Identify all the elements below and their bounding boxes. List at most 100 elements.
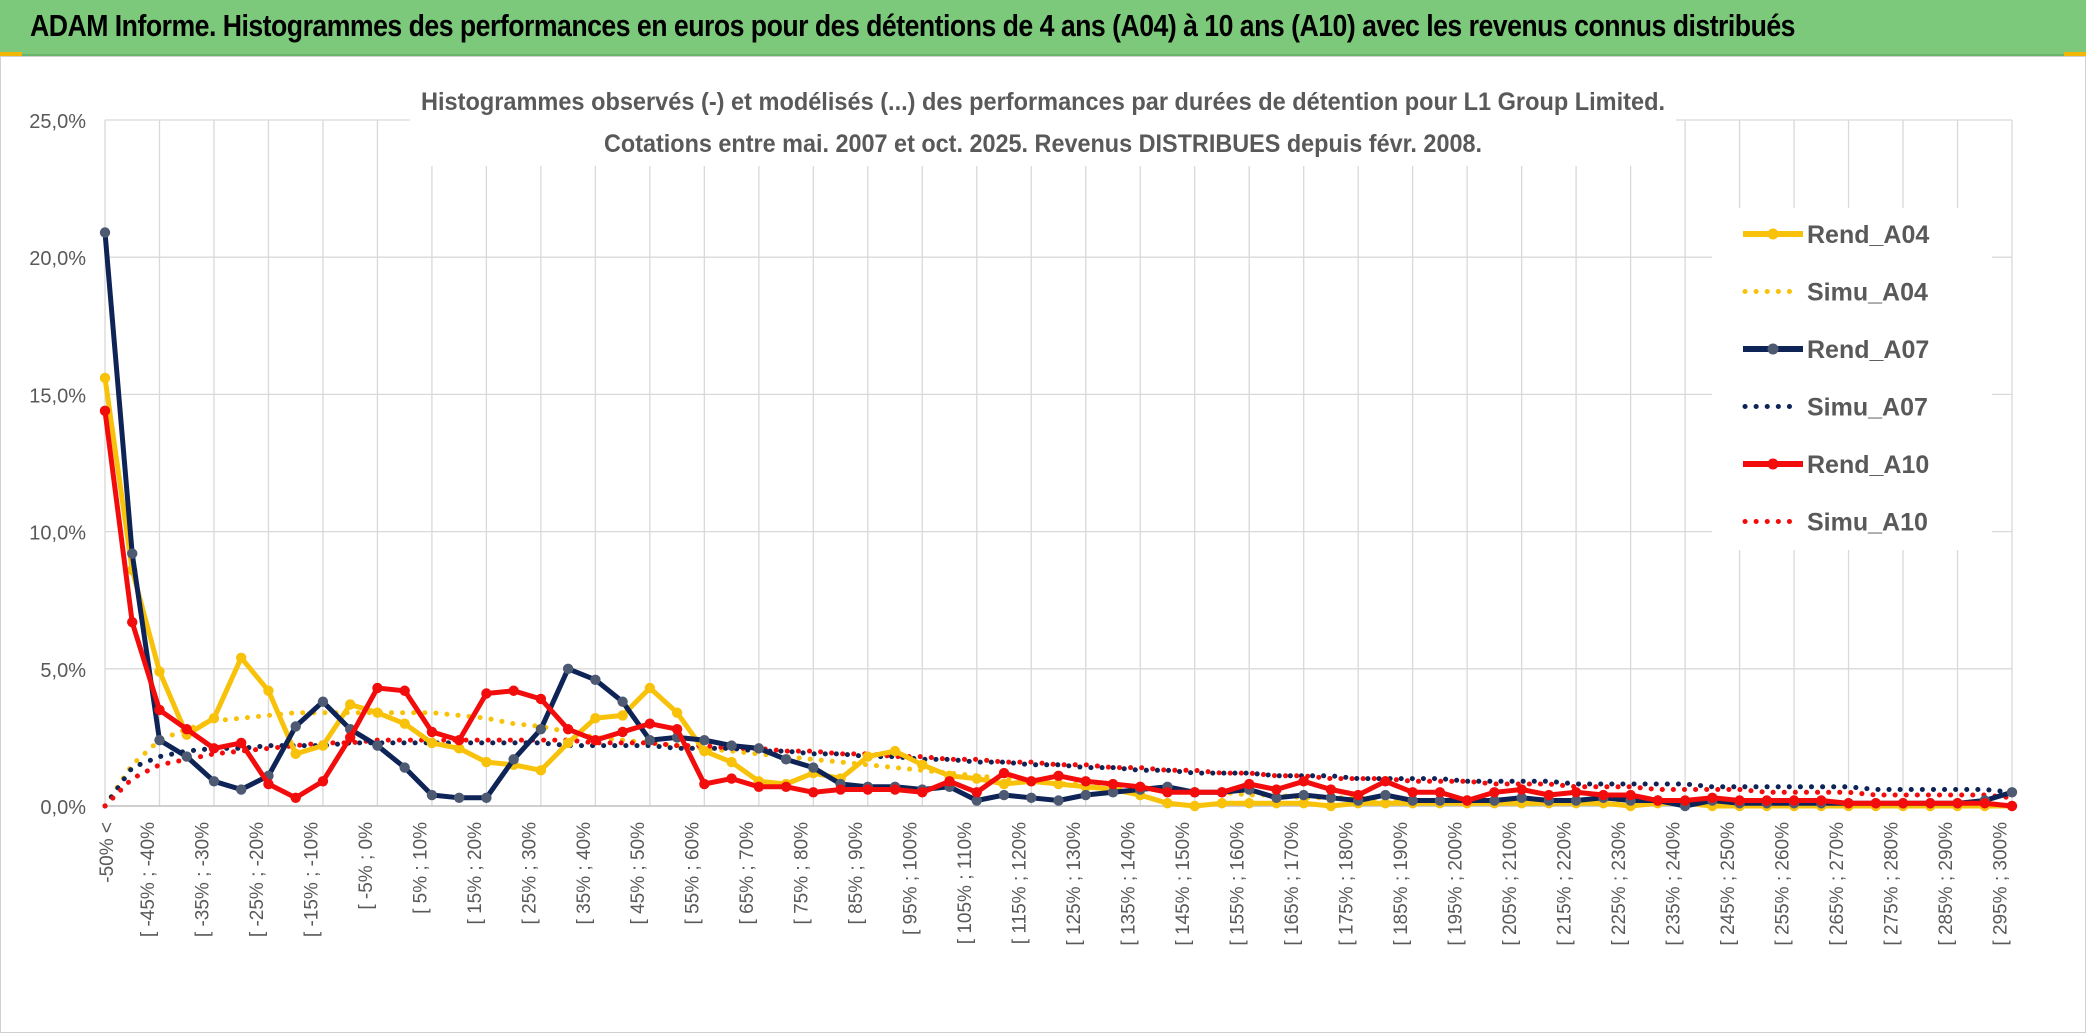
x-tick-label: [ 135% ; 140% — [1119, 822, 1140, 946]
data-point — [344, 699, 356, 710]
data-point — [1189, 787, 1200, 798]
data-point — [917, 787, 928, 798]
x-tick-label: [ -5% ; 0% — [356, 822, 377, 910]
data-point — [1107, 778, 1119, 790]
data-point — [535, 723, 547, 735]
data-point — [399, 762, 410, 773]
data-point — [1244, 798, 1255, 809]
data-point — [399, 718, 410, 729]
x-tick-label: [ -35% ; -30% — [192, 822, 213, 937]
data-point — [1516, 784, 1527, 795]
data-point — [644, 734, 656, 746]
data-point — [726, 740, 737, 751]
x-tick-label: [ 105% ; 110% — [955, 822, 976, 944]
data-point — [1026, 792, 1037, 803]
data-point — [862, 751, 873, 762]
data-point — [617, 696, 628, 707]
x-tick-label: [ 265% ; 270% — [1827, 822, 1848, 946]
data-point — [317, 740, 329, 751]
x-tick-label: [ 115% ; 120% — [1010, 822, 1031, 944]
legend-label: Simu_A10 — [1807, 509, 1928, 537]
legend-item-rend-a07: Rend_A07 — [1743, 336, 1929, 364]
data-point — [208, 743, 220, 754]
data-point — [971, 787, 982, 798]
legend-label: Simu_A04 — [1807, 279, 1928, 307]
data-point — [1952, 798, 1963, 809]
data-point — [1053, 795, 1064, 806]
data-point — [562, 723, 574, 735]
x-tick-label: [ -45% ; -40% — [138, 822, 159, 937]
data-point — [181, 751, 192, 762]
data-point — [99, 405, 111, 417]
data-point — [1162, 787, 1173, 798]
data-point — [127, 616, 138, 628]
data-point — [1325, 800, 1337, 812]
data-point — [263, 778, 274, 790]
legend-item-rend-a04: Rend_A04 — [1743, 221, 1929, 249]
title-backdrop — [410, 80, 1676, 166]
data-point — [753, 781, 765, 792]
data-point — [99, 372, 111, 384]
data-point — [99, 227, 111, 238]
data-point — [1570, 787, 1582, 798]
x-tick-label: [ 85% ; 90% — [846, 822, 867, 925]
data-point — [1625, 789, 1636, 801]
data-point — [1516, 792, 1527, 803]
data-point — [1434, 795, 1446, 806]
x-tick-label: [ 65% ; 70% — [737, 822, 758, 925]
data-point — [644, 718, 656, 729]
data-point — [208, 776, 220, 787]
data-point — [1788, 795, 1800, 806]
series-simu-a10 — [102, 737, 2015, 809]
data-point — [1543, 789, 1555, 801]
data-point — [699, 734, 710, 746]
chart-subtitle: Cotations entre mai. 2007 et oct. 2025. … — [604, 130, 1482, 158]
series-rend-a10 — [99, 405, 2018, 812]
x-tick-label: [ 195% ; 200% — [1446, 822, 1467, 946]
data-point — [753, 743, 765, 754]
legend-item-rend-a10: Rend_A10 — [1743, 451, 1929, 479]
y-tick-label: 20,0% — [29, 248, 86, 270]
data-point — [699, 778, 710, 790]
x-tick-label: [ 125% ; 130% — [1064, 822, 1085, 946]
data-point — [154, 734, 165, 746]
data-point — [1679, 795, 1691, 806]
data-point — [1298, 789, 1309, 801]
data-point — [1298, 798, 1309, 809]
data-point — [617, 710, 628, 721]
data-point — [154, 704, 165, 716]
x-tick-label: [ 295% ; 300% — [1990, 822, 2011, 946]
data-point — [726, 773, 737, 784]
data-point — [780, 781, 792, 792]
data-point — [1053, 770, 1064, 782]
y-tick-label: 0,0% — [40, 797, 86, 819]
x-tick-label: [ 225% ; 230% — [1609, 822, 1630, 946]
data-point — [290, 748, 301, 760]
legend-item-simu-a10: Simu_A10 — [1742, 509, 1928, 537]
data-point — [971, 795, 982, 806]
data-point — [1325, 792, 1337, 803]
data-point — [1489, 795, 1500, 806]
data-point — [944, 776, 955, 787]
data-point — [127, 548, 138, 559]
corner-accent-left — [0, 52, 22, 56]
data-point — [263, 685, 274, 696]
x-tick-label: [ 35% ; 40% — [574, 822, 595, 925]
legend-marker — [1767, 228, 1779, 240]
x-tick-label: [ -25% ; -20% — [247, 822, 268, 937]
data-point — [590, 712, 601, 724]
data-point — [562, 737, 574, 749]
corner-accent-right — [2064, 52, 2086, 56]
data-point — [562, 663, 574, 674]
x-tick-label: [ 285% ; 290% — [1936, 822, 1957, 946]
data-point — [1244, 778, 1255, 790]
data-point — [971, 773, 982, 784]
data-point — [1979, 798, 1990, 809]
x-tick-label: [ 215% ; 220% — [1554, 822, 1575, 946]
data-point — [889, 784, 901, 795]
data-point — [1380, 789, 1391, 801]
x-tick-label: [ 155% ; 160% — [1228, 822, 1249, 946]
data-point — [1925, 798, 1936, 809]
data-point — [1080, 789, 1091, 801]
